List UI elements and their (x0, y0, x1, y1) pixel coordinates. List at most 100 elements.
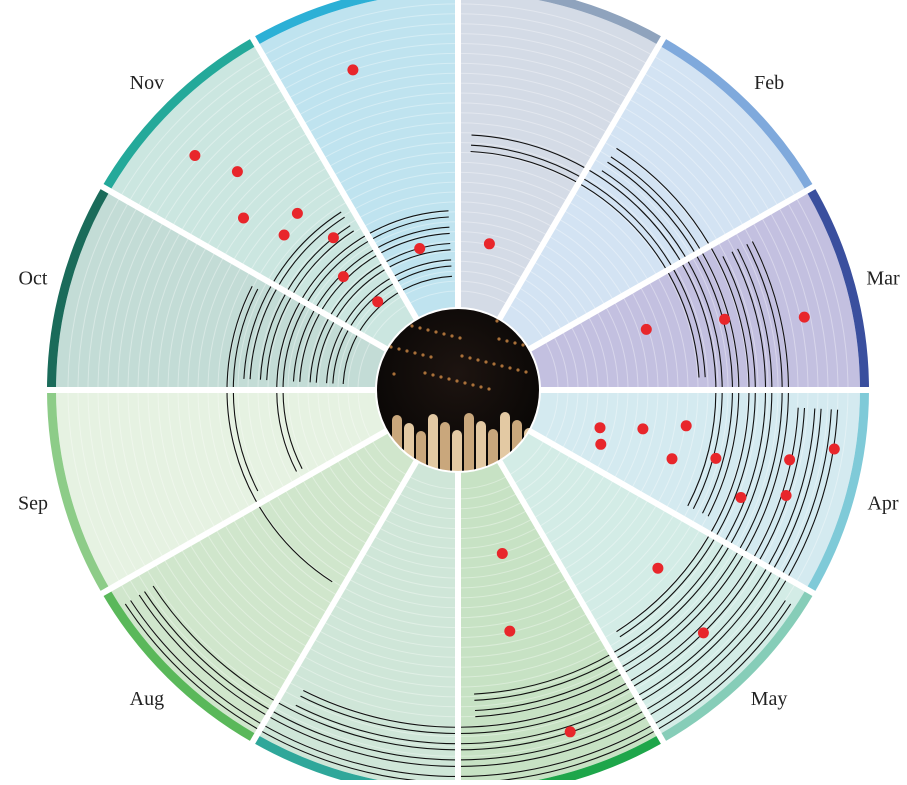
spawn-egg (460, 354, 464, 358)
coral-frame (375, 307, 541, 473)
sector-june (458, 460, 659, 785)
peak-point (504, 625, 516, 637)
spawn-egg (492, 362, 496, 366)
peak-point (735, 492, 747, 503)
spawning-arc (326, 259, 452, 384)
sector-aug (109, 430, 417, 735)
spawn-egg (463, 381, 467, 385)
spawn-egg (458, 336, 462, 340)
sector-gap (249, 35, 420, 322)
peak-point (564, 726, 576, 738)
peak-point (637, 423, 649, 435)
rim-feb (659, 37, 814, 192)
spawn-egg (484, 360, 488, 364)
rim-mar (806, 186, 869, 390)
peak-point (594, 422, 606, 434)
peak-point (347, 64, 359, 76)
spawn-egg (505, 339, 509, 343)
peak-point (828, 443, 840, 455)
peak-point (640, 323, 652, 335)
sector-july (257, 460, 458, 785)
peak-point (697, 627, 709, 639)
sector-gap (99, 183, 389, 353)
coral-background (376, 308, 540, 472)
spawn-egg (495, 319, 499, 323)
peak-point (372, 296, 384, 308)
spawn-egg (468, 356, 472, 360)
spawning-arc (138, 409, 839, 767)
rim-june (507, 734, 664, 785)
rim-nov (102, 37, 257, 192)
sector-may (499, 430, 807, 735)
sector-gap (527, 183, 817, 353)
sector-feb (499, 45, 807, 350)
spawning-arc (619, 256, 756, 638)
spawn-egg (423, 371, 427, 375)
peak-point (666, 453, 678, 465)
rim-july (252, 734, 409, 785)
spawning-arc (226, 285, 333, 583)
spawn-egg (429, 355, 433, 359)
rim-jan (538, 0, 664, 46)
coral-branch (428, 414, 438, 472)
month-label-aug: Aug (130, 688, 164, 710)
spawn-egg (392, 372, 396, 376)
coral-branch (452, 430, 462, 472)
peak-point (189, 150, 201, 161)
spawn-egg (500, 364, 504, 368)
sector-gap (496, 35, 667, 322)
peak-point (710, 452, 722, 464)
spawning-arc (470, 144, 706, 378)
spawn-egg (516, 368, 520, 372)
peak-point (278, 229, 290, 241)
rim-sep (46, 390, 110, 594)
peak-point (780, 490, 792, 501)
spawning-arc (315, 249, 451, 383)
sector-gap (496, 458, 667, 745)
spawn-egg (450, 334, 454, 338)
sector-jan (458, 0, 659, 320)
peak-point (337, 271, 349, 283)
spawning-arc (332, 265, 452, 384)
month-label-apr: Apr (867, 493, 898, 515)
spawning-arc (144, 409, 832, 761)
sector-gap (99, 427, 389, 597)
spawn-egg (418, 326, 422, 330)
peak-point (496, 548, 508, 559)
rim-may (659, 588, 814, 743)
spawn-egg (455, 379, 459, 383)
rim-aug (102, 588, 257, 743)
sector-gap (249, 458, 420, 745)
spawn-egg (521, 343, 525, 347)
sector-mar (529, 191, 860, 390)
sector-gaps (46, 0, 870, 785)
month-label-feb: Feb (754, 72, 784, 94)
spawn-egg (405, 349, 409, 353)
spawn-egg (421, 353, 425, 357)
spawn-egg (389, 345, 393, 349)
spawn-egg (487, 387, 491, 391)
month-label-mar: Mar (866, 267, 900, 289)
spawn-egg (471, 383, 475, 387)
rim-dec (252, 0, 378, 46)
spawning-arc (342, 275, 453, 385)
peak-point (414, 243, 426, 254)
spawn-egg (431, 373, 435, 377)
coral-branch (464, 413, 474, 472)
spawning-arc (470, 150, 700, 378)
month-rim (46, 0, 869, 785)
spawn-egg (439, 375, 443, 379)
spawn-egg (508, 366, 512, 370)
spawn-egg (447, 377, 451, 381)
spawn-egg (426, 328, 430, 332)
month-label-nov: Nov (130, 72, 164, 94)
peak-point (798, 311, 810, 323)
rim-apr (806, 390, 869, 594)
spawn-egg (476, 358, 480, 362)
month-label-may: May (751, 688, 788, 710)
peak-point (483, 238, 495, 250)
spawn-egg (434, 330, 438, 334)
spawn-egg (397, 347, 401, 351)
